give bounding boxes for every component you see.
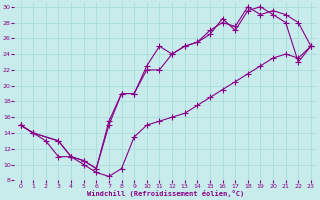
X-axis label: Windchill (Refroidissement éolien,°C): Windchill (Refroidissement éolien,°C) — [87, 190, 244, 197]
